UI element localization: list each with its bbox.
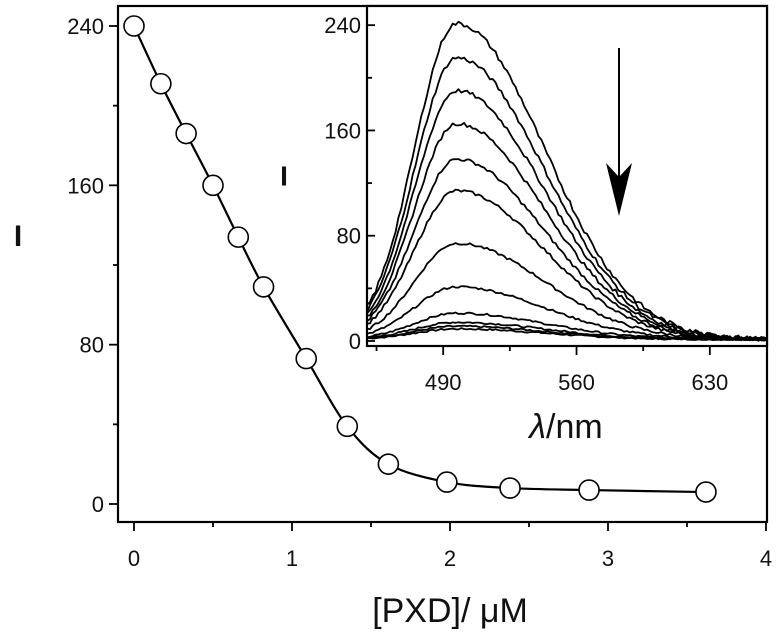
main-y-tick-label: 80 xyxy=(80,333,104,358)
main-y-axis-label: I xyxy=(14,220,22,253)
down-arrow xyxy=(606,48,632,216)
spectrum-line xyxy=(366,158,768,342)
inset-y-tick-label: 80 xyxy=(337,224,361,249)
main-x-tick-label: 0 xyxy=(128,546,140,571)
inset-background xyxy=(367,6,767,346)
main-ticks: 0 1 2 3 4 0 80 160 240 xyxy=(67,14,772,571)
data-point xyxy=(295,347,318,370)
inset-x-axis-symbol: λ xyxy=(527,408,546,446)
inset-y-tick-label: 240 xyxy=(324,13,361,38)
data-point xyxy=(336,415,359,438)
inset-spectra xyxy=(366,20,768,342)
data-point xyxy=(252,276,275,298)
inset-y-tick-label: 0 xyxy=(349,329,361,354)
inset-x-tick-label: 560 xyxy=(558,370,595,395)
inset-x-axis-label: λ/nm xyxy=(527,408,602,446)
main-data-points xyxy=(123,15,717,503)
data-point xyxy=(695,481,717,503)
main-y-tick-label: 160 xyxy=(67,173,104,198)
inset-x-tick-label: 630 xyxy=(691,370,728,395)
main-x-tick-label: 2 xyxy=(444,546,456,571)
data-point xyxy=(436,471,458,493)
spectrum-line xyxy=(366,88,768,342)
data-point xyxy=(175,122,197,145)
main-y-tick-label: 240 xyxy=(67,14,104,39)
inset-y-tick-label: 160 xyxy=(324,118,361,143)
inset-ticks: 490 560 630 0 80 160 240 xyxy=(324,13,728,395)
inset-x-tick-label: 490 xyxy=(425,370,462,395)
inset-chart: 490 560 630 0 80 160 240 I λ/nm xyxy=(280,4,769,446)
data-point xyxy=(377,453,400,475)
data-point xyxy=(150,72,172,95)
main-x-tick-label: 4 xyxy=(760,546,772,571)
main-x-tick-label: 3 xyxy=(602,546,614,571)
main-chart: 0 1 2 3 4 0 80 160 240 I [PXD]/ μM xyxy=(14,4,772,630)
spectrum-line xyxy=(366,311,768,342)
main-x-tick-label: 1 xyxy=(286,546,298,571)
inset-x-axis-unit: /nm xyxy=(546,408,603,446)
data-point xyxy=(499,477,521,499)
main-x-axis-label: [PXD]/ μM xyxy=(372,592,528,630)
data-point xyxy=(227,226,250,248)
data-point xyxy=(578,479,600,501)
main-y-tick-label: 0 xyxy=(92,492,104,517)
spectrum-line xyxy=(366,20,768,342)
inset-plot-frame xyxy=(365,4,769,348)
data-point xyxy=(123,15,145,37)
inset-y-axis-label: I xyxy=(280,160,288,191)
arrow-head xyxy=(606,163,632,216)
data-point xyxy=(202,174,224,197)
spectrum-line xyxy=(366,285,768,341)
